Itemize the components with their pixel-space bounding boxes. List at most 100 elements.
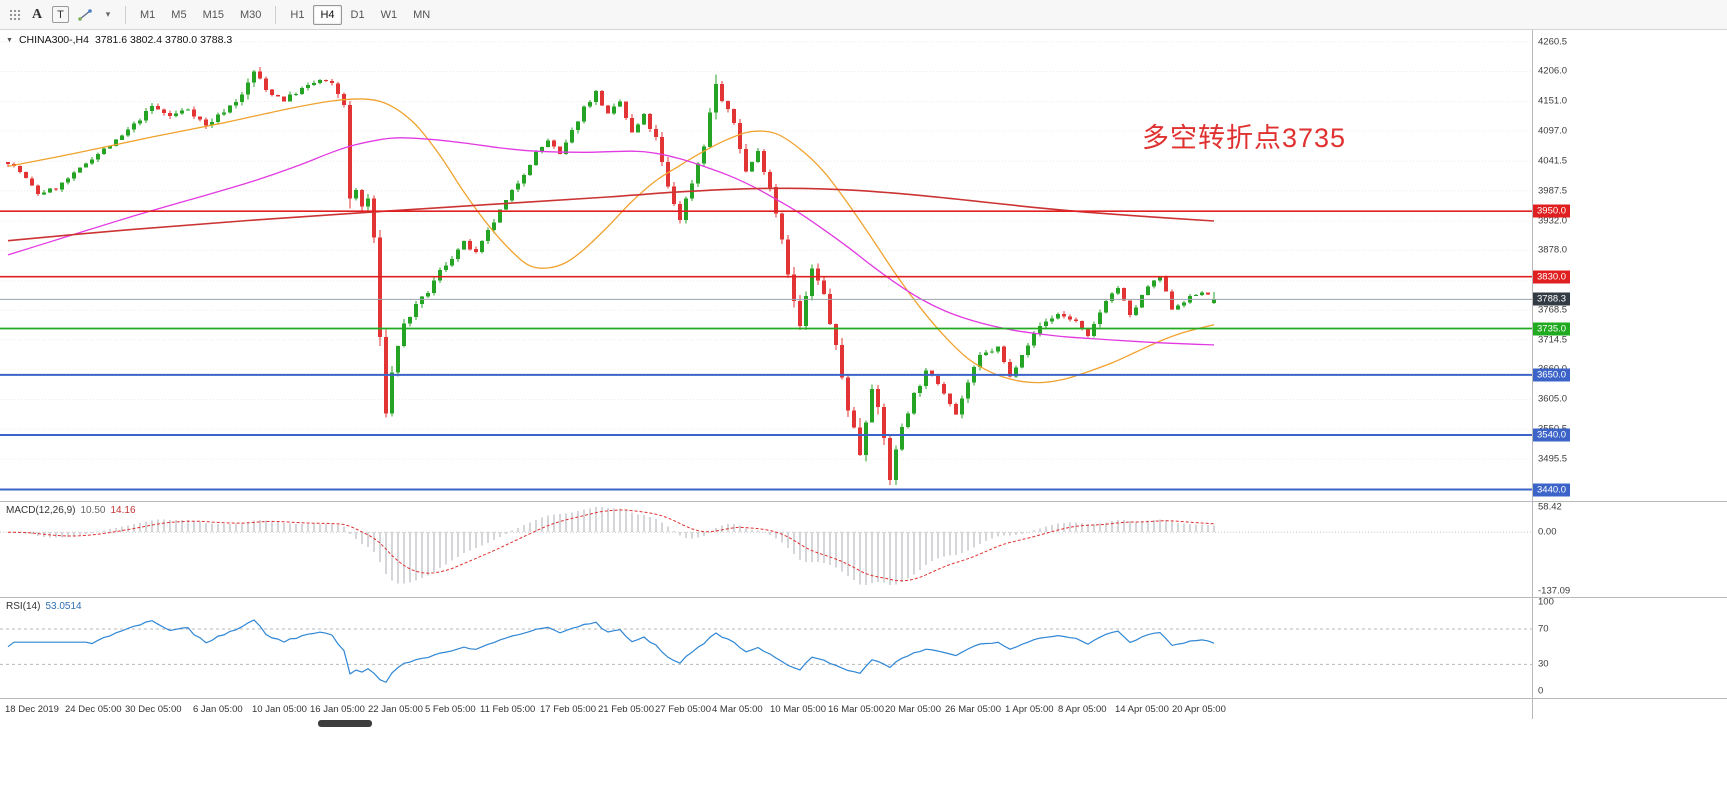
- rsi-panel: RSI(14) 53.0514 100 70 30 0: [0, 597, 1727, 698]
- chart-annotation-text[interactable]: 多空转折点3735: [1142, 123, 1347, 153]
- timeframe-button-d1[interactable]: D1: [350, 8, 365, 21]
- hline-price-tag: 3735.0: [1533, 322, 1571, 336]
- time-tick-label: 18 Dec 2019: [5, 704, 59, 715]
- chart-toolbar: A T ▾ M1 M5 M15 M30 H1 H4 D1 W1 MN: [0, 0, 1727, 30]
- timeframe-group: M1 M5 M15 M30 H1 H4 D1 W1 MN: [132, 4, 438, 25]
- ma-mid-line: [7, 137, 1215, 346]
- macd-tick: 0.00: [1538, 526, 1557, 538]
- timeframe-button-m5[interactable]: M5: [171, 8, 187, 21]
- timeframe-button-w1[interactable]: W1: [380, 8, 398, 21]
- timeframe-button-h1[interactable]: H1: [290, 8, 305, 21]
- hline-price-tag: 3830.0: [1533, 270, 1571, 284]
- time-tick-label: 22 Jan 05:00: [368, 704, 423, 715]
- time-tick-label: 10 Mar 05:00: [770, 704, 826, 715]
- timeframe-button-mn[interactable]: MN: [413, 8, 431, 21]
- label-tool-label: T: [52, 6, 69, 23]
- time-tick-label: 20 Mar 05:00: [885, 704, 941, 715]
- toolbar-separator: [275, 5, 277, 24]
- axis-corner: [1532, 699, 1727, 719]
- hline-price-tag: 3440.0: [1533, 483, 1571, 497]
- macd-signal-value: 14.16: [110, 505, 136, 516]
- price-tick: 3987.5: [1538, 185, 1568, 197]
- price-tick: 4151.0: [1538, 95, 1568, 107]
- symbol-period-label: CHINA300-,H4: [18, 34, 89, 46]
- time-axis[interactable]: 18 Dec 2019 24 Dec 05:00 30 Dec 05:00 6 Jan…: [0, 698, 1727, 719]
- grid-menu-icon[interactable]: [4, 3, 26, 27]
- price-tick: 4206.0: [1538, 65, 1568, 77]
- timeframe-button-m1[interactable]: M1: [140, 8, 156, 21]
- time-tick-label: 30 Dec 05:00: [125, 704, 182, 715]
- caret-glyph: ▾: [105, 9, 111, 19]
- timeframe-button-m15[interactable]: M15: [202, 8, 224, 21]
- rsi-tick: 0: [1538, 685, 1544, 697]
- grid-dots-icon: [9, 9, 21, 20]
- scrollbar-thumb[interactable]: [318, 720, 372, 727]
- draw-tools-button[interactable]: [73, 3, 97, 27]
- rsi-label: RSI(14) 53.0514: [6, 601, 82, 612]
- price-tick: 3714.5: [1538, 334, 1568, 346]
- macd-main-value: 10.50: [80, 505, 106, 516]
- price-axis[interactable]: 4260.5 4206.0 4151.0 4097.0 4041.5 3987.5 3932…: [1532, 30, 1727, 501]
- main-chart-panel: ▼ CHINA300-,H4 3781.6 3802.4 3780.0 3788…: [0, 30, 1727, 501]
- time-tick-label: 11 Feb 05:00: [480, 704, 536, 715]
- macd-label: MACD(12,26,9) 10.50 14.16: [6, 505, 136, 516]
- price-tick: 4041.5: [1538, 155, 1568, 167]
- macd-histogram: [13, 506, 1215, 586]
- time-tick-label: 17 Feb 05:00: [540, 704, 596, 715]
- price-tick: 4097.0: [1538, 125, 1568, 137]
- timeframe-button-m30[interactable]: M30: [239, 8, 262, 21]
- time-tick-label: 4 Mar 05:00: [712, 704, 763, 715]
- time-tick-label: 8 Apr 05:00: [1058, 704, 1107, 715]
- label-tool-button[interactable]: T: [48, 3, 73, 27]
- ma-slow-line: [7, 187, 1215, 242]
- toolbar-separator: [125, 5, 126, 24]
- bottom-strip: [0, 719, 1727, 798]
- candles: [5, 66, 1217, 486]
- price-chart-canvas[interactable]: ▼ CHINA300-,H4 3781.6 3802.4 3780.0 3788…: [0, 30, 1532, 506]
- text-tool-label: A: [31, 6, 43, 22]
- time-tick-label: 27 Feb 05:00: [655, 704, 711, 715]
- macd-signal-line: [7, 509, 1215, 582]
- collapse-triangle-icon[interactable]: ▼: [6, 36, 13, 44]
- hline-price-tag: 3950.0: [1533, 204, 1571, 218]
- rsi-tick: 100: [1538, 596, 1554, 608]
- rsi-axis[interactable]: 100 70 30 0: [1532, 596, 1727, 698]
- timeframe-button-h4[interactable]: H4: [313, 4, 342, 25]
- price-tick: 3605.0: [1538, 393, 1568, 405]
- time-tick-label: 10 Jan 05:00: [252, 704, 307, 715]
- chart-title: ▼ CHINA300-,H4 3781.6 3802.4 3780.0 3788…: [6, 34, 232, 46]
- price-tick: 3932.0: [1538, 215, 1568, 227]
- time-tick-label: 24 Dec 05:00: [65, 704, 122, 715]
- rsi-canvas[interactable]: RSI(14) 53.0514: [0, 598, 1532, 703]
- time-tick-label: 26 Mar 05:00: [945, 704, 1001, 715]
- price-tick: 3878.0: [1538, 244, 1568, 256]
- time-tick-label: 6 Jan 05:00: [193, 704, 243, 715]
- trendline-icon: [78, 8, 92, 21]
- price-tick: 4260.5: [1538, 36, 1568, 48]
- price-tick: 3768.5: [1538, 304, 1568, 316]
- macd-axis[interactable]: 58.42 0.00 -137.09: [1532, 502, 1727, 597]
- rsi-tick: 30: [1538, 658, 1549, 670]
- current-price-tag: 3788.3: [1533, 292, 1571, 306]
- ohlc-values: 3781.6 3802.4 3780.0 3788.3: [94, 34, 233, 46]
- ma-fast-line: [7, 98, 1215, 384]
- time-tick-label: 14 Apr 05:00: [1115, 704, 1169, 715]
- macd-canvas[interactable]: MACD(12,26,9) 10.50 14.16: [0, 502, 1532, 602]
- rsi-line: [7, 619, 1215, 684]
- rsi-value: 53.0514: [45, 601, 82, 612]
- time-tick-label: 1 Apr 05:00: [1005, 704, 1054, 715]
- text-tool-button[interactable]: A: [26, 3, 48, 27]
- macd-tick: 58.42: [1538, 501, 1562, 513]
- price-tick: 3495.5: [1538, 453, 1568, 465]
- time-tick-label: 21 Feb 05:00: [598, 704, 654, 715]
- time-tick-label: 16 Mar 05:00: [828, 704, 884, 715]
- time-tick-label: 5 Feb 05:00: [425, 704, 476, 715]
- macd-tick: -137.09: [1538, 585, 1571, 597]
- time-tick-label: 20 Apr 05:00: [1172, 704, 1226, 715]
- chevron-down-icon[interactable]: ▾: [97, 3, 119, 27]
- hline-price-tag: 3540.0: [1533, 428, 1571, 442]
- time-tick-label: 16 Jan 05:00: [310, 704, 365, 715]
- rsi-tick: 70: [1538, 623, 1549, 635]
- hline-price-tag: 3650.0: [1533, 368, 1571, 382]
